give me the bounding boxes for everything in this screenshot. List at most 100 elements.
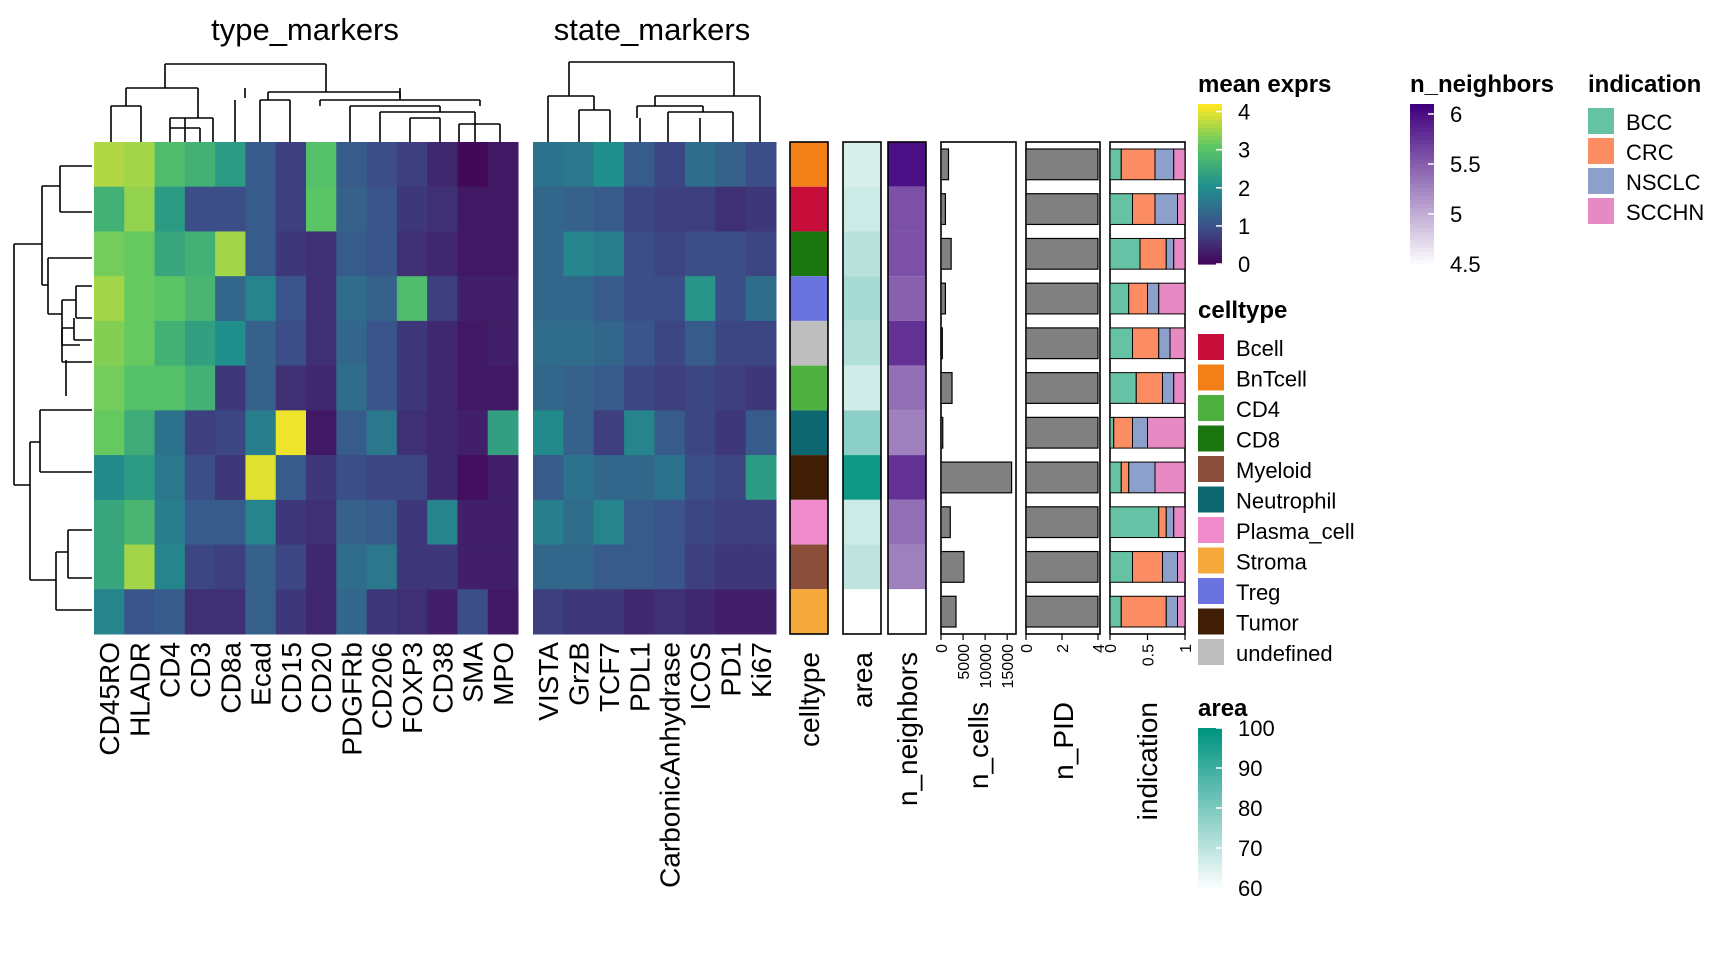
indication-legend-label: NSCLC [1626,170,1701,195]
column-label: HLADR [124,642,155,737]
mean-exprs-colorbar-step [1198,220,1222,225]
heatmap-cell [154,499,186,546]
heatmap-cell [624,365,655,411]
heatmap-cell [533,231,564,277]
indication-segment [1177,551,1186,583]
column-label: CD20 [306,642,337,714]
area-colorbar-step [1198,828,1222,833]
heatmap-cell [624,589,655,635]
n-pid-bar [1025,595,1099,628]
heatmap-cell [745,455,777,501]
heatmap-cell [396,455,428,501]
heatmap-cell [94,455,125,501]
indication-segment [1113,416,1133,449]
heatmap-cell [306,320,337,367]
heatmap-cell [563,186,595,232]
celltype-legend-swatch [1198,456,1224,482]
heatmap-cell [366,410,398,456]
n-neighbors-cell [888,320,926,366]
heatmap-cell [215,276,246,322]
heatmap-cell [533,142,564,188]
column-label: PD1 [715,642,746,696]
heatmap-cell [654,231,686,277]
heatmap-cell [245,231,277,277]
area-cell [843,186,881,232]
n-neighbors-cell [888,544,926,590]
heatmap-cell [306,365,337,411]
celltype-cell [790,276,828,321]
n-neighbors-cell [888,365,926,411]
n-neighbors-colorbar-step [1410,108,1434,113]
heatmap-cell [366,499,398,546]
heatmap-type-markers [94,142,519,635]
celltype-legend-swatch [1198,517,1224,543]
heatmap-cell [154,410,186,456]
indication-segment [1158,506,1167,539]
area-colorbar-step [1198,820,1222,825]
heatmap-cell [154,276,186,322]
celltype-legend-swatch [1198,334,1224,360]
indication-segment [1109,282,1130,315]
heatmap-cell [184,231,216,277]
heatmap-cell [124,589,156,635]
celltype-cell [790,455,828,500]
heatmap-cell [715,276,747,322]
heatmap-cell [124,455,156,501]
heatmap-cell [487,142,519,188]
n-neighbors-colorbar-step [1410,260,1434,265]
heatmap-cell [366,544,398,590]
n-neighbors-colorbar-step [1410,160,1434,165]
indication-segment [1120,595,1167,628]
heatmap-cell [427,455,458,501]
heatmap-cell [124,365,156,411]
mean-exprs-colorbar-step [1198,228,1222,233]
n-neighbors-colorbar-step [1410,228,1434,233]
heatmap-cell [215,142,246,188]
area-colorbar-step [1198,868,1222,873]
mean-exprs-legend-title: mean exprs [1198,71,1331,98]
heatmap-cell [654,544,686,590]
heatmap-cell [336,365,368,411]
indication-legend-title: indication [1588,71,1701,98]
n-cells-tick-label: 0 [934,644,951,653]
heatmap-cell [684,499,716,546]
heatmap-cell [396,365,428,411]
celltype-legend-label: Myeloid [1236,458,1312,483]
n-neighbors-colorbar-step [1410,244,1434,249]
heatmap-cell [457,499,489,546]
heatmap-cell [396,320,428,367]
heatmap-cell [366,455,398,501]
heatmap-cell [275,365,307,411]
heatmap-cell [306,142,337,188]
n-pid-tick-label: 4 [1091,644,1108,653]
area-colorbar-step [1198,856,1222,861]
heatmap-cell [275,320,307,367]
heatmap-cell [684,231,716,277]
mean-exprs-colorbar-step [1198,124,1222,129]
heatmap-cell [336,589,368,635]
heatmap-cell [215,365,246,411]
mean-exprs-tick-label: 3 [1238,138,1250,163]
heatmap-cell [124,142,156,188]
area-colorbar-step [1198,760,1222,765]
n-cells-bar [940,506,951,539]
heatmap-cell [427,499,458,546]
celltype-legend-title: celltype [1198,297,1287,324]
heatmap-cell [593,142,625,188]
area-colorbar-step [1198,780,1222,785]
n-cells-bar [940,327,943,360]
area-colorbar-step [1198,748,1222,753]
heatmap-cell [457,186,489,232]
heatmap-cell [563,589,595,635]
heatmap-cell [184,276,216,322]
indication-segment [1135,372,1163,404]
celltype-legend-label: Bcell [1236,336,1284,361]
heatmap-cell [654,320,686,367]
heatmap-cell [457,231,489,277]
n-neighbors-tick-label: 4.5 [1450,252,1481,277]
heatmap-cell [487,455,519,501]
heatmap-cell [624,544,655,590]
indication-segment [1165,595,1178,628]
area-tick-label: 90 [1238,756,1262,781]
